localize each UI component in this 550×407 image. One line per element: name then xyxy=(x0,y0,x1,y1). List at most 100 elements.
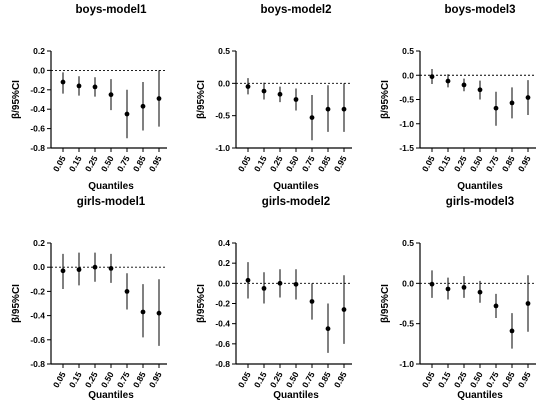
x-tick-label: 0.75 xyxy=(484,154,501,174)
panel-title: girls-model3 xyxy=(446,196,514,208)
estimate-point xyxy=(325,326,331,332)
estimate-point xyxy=(245,277,251,283)
y-axis-label: β/95%CI xyxy=(380,80,391,119)
y-tick-label: -1.0 xyxy=(399,119,414,129)
estimate-point xyxy=(140,309,146,315)
panel-title: boys-model3 xyxy=(445,4,516,16)
y-tick-label: 0.0 xyxy=(402,278,414,288)
y-tick-label: -0.2 xyxy=(30,286,45,296)
y-tick-label: -0.4 xyxy=(215,319,230,329)
x-tick-label: 0.75 xyxy=(115,154,132,174)
x-tick-label: 0.25 xyxy=(268,370,285,390)
y-tick-label: 0.0 xyxy=(33,262,45,272)
panel-boys-model1: boys-model1 0.2 0.0 -0.2 -0.4 -0.6 -0.8 0.05 0.1… xyxy=(11,4,167,192)
y-tick-label: -0.4 xyxy=(30,104,45,114)
estimate-point xyxy=(309,299,315,304)
x-tick-label: 0.15 xyxy=(252,154,269,174)
x-tick-label: 0.05 xyxy=(420,154,437,174)
x-tick-label: 0.15 xyxy=(67,370,84,390)
y-axis-label: β/95%CI xyxy=(196,80,207,119)
estimate-point xyxy=(92,84,98,90)
estimate-point xyxy=(509,100,515,106)
estimate-point xyxy=(309,115,315,121)
estimate-point xyxy=(261,88,267,94)
x-tick-label: 0.05 xyxy=(51,154,68,174)
estimate-point xyxy=(341,307,347,312)
x-tick-label: 0.05 xyxy=(236,154,253,174)
x-tick-label: 0.85 xyxy=(131,154,148,174)
estimate-point xyxy=(477,289,483,295)
estimate-point xyxy=(76,83,82,89)
estimate-point xyxy=(429,74,435,80)
x-axis-label: Quantiles xyxy=(273,181,319,192)
x-tick-label: 0.75 xyxy=(300,154,317,174)
x-tick-label: 0.95 xyxy=(332,154,349,174)
y-tick-label: 0.5 xyxy=(218,46,230,56)
estimate-point xyxy=(445,78,451,84)
x-tick-label: 0.50 xyxy=(284,154,301,174)
y-tick-label: -0.2 xyxy=(30,85,45,95)
estimate-point xyxy=(60,79,66,85)
x-tick-label: 0.25 xyxy=(452,370,469,390)
estimate-point xyxy=(261,285,267,291)
x-tick-label: 0.05 xyxy=(420,370,437,390)
y-tick-label: -0.2 xyxy=(215,299,230,309)
x-tick-label: 0.95 xyxy=(147,370,164,390)
y-tick-label: 0.0 xyxy=(218,78,230,88)
panel-title: boys-model2 xyxy=(261,4,332,16)
x-axis-label: Quantiles xyxy=(457,181,503,192)
estimate-point xyxy=(525,301,531,306)
panel-title: girls-model1 xyxy=(77,196,146,208)
estimate-point xyxy=(493,105,499,111)
x-tick-label: 0.85 xyxy=(316,370,333,390)
y-tick-label: -1.0 xyxy=(215,143,230,153)
x-tick-label: 0.05 xyxy=(236,370,253,390)
estimate-point xyxy=(108,92,114,98)
x-tick-label: 0.50 xyxy=(468,370,485,390)
panel-boys-model2: boys-model2 0.5 0.0 -0.5 -1.0 0.05 0.15 0.25 0.5… xyxy=(196,4,352,192)
x-tick-label: 0.75 xyxy=(300,370,317,390)
y-tick-label: -1.0 xyxy=(399,359,414,369)
x-tick-label: 0.85 xyxy=(500,370,517,390)
panel-title: girls-model2 xyxy=(262,196,330,208)
estimate-point xyxy=(293,281,299,287)
x-tick-label: 0.15 xyxy=(67,154,84,174)
x-axis-label: Quantiles xyxy=(88,181,134,192)
panel-boys-model3: boys-model3 0.5 0.0 -0.5 -1.0 -1.5 0.05 0.15 0.2… xyxy=(380,4,536,192)
estimate-point xyxy=(325,106,331,112)
estimate-point xyxy=(156,310,162,316)
estimate-point xyxy=(341,106,347,112)
y-tick-label: 0.0 xyxy=(218,278,230,288)
estimate-point xyxy=(124,289,130,294)
y-tick-label: 0.0 xyxy=(33,65,45,75)
x-tick-label: 0.15 xyxy=(436,154,453,174)
y-tick-label: -0.6 xyxy=(215,339,230,349)
x-tick-label: 0.25 xyxy=(83,370,100,390)
estimate-point xyxy=(60,268,66,274)
y-axis-label: β/95%CI xyxy=(11,80,22,119)
estimate-point xyxy=(461,284,467,290)
y-tick-label: -0.6 xyxy=(30,335,45,345)
y-tick-label: 0.2 xyxy=(218,258,230,268)
x-tick-label: 0.25 xyxy=(83,154,100,174)
estimate-point xyxy=(461,82,467,88)
x-tick-label: 0.25 xyxy=(452,154,469,174)
estimate-point xyxy=(76,267,82,273)
estimate-point xyxy=(277,91,283,97)
estimate-point xyxy=(92,264,98,270)
x-tick-label: 0.75 xyxy=(115,370,132,390)
panel-title: boys-model1 xyxy=(76,4,148,16)
estimate-point xyxy=(156,96,162,101)
y-tick-label: 0.0 xyxy=(402,70,414,80)
x-tick-label: 0.85 xyxy=(316,154,333,174)
y-axis-label: β/95%CI xyxy=(380,284,391,323)
x-axis-label: Quantiles xyxy=(88,390,134,401)
y-tick-label: -0.4 xyxy=(30,311,45,321)
y-tick-label: 0.5 xyxy=(402,238,414,248)
y-tick-label: -0.8 xyxy=(30,143,45,153)
estimate-point xyxy=(245,84,251,89)
x-tick-label: 0.50 xyxy=(284,370,301,390)
